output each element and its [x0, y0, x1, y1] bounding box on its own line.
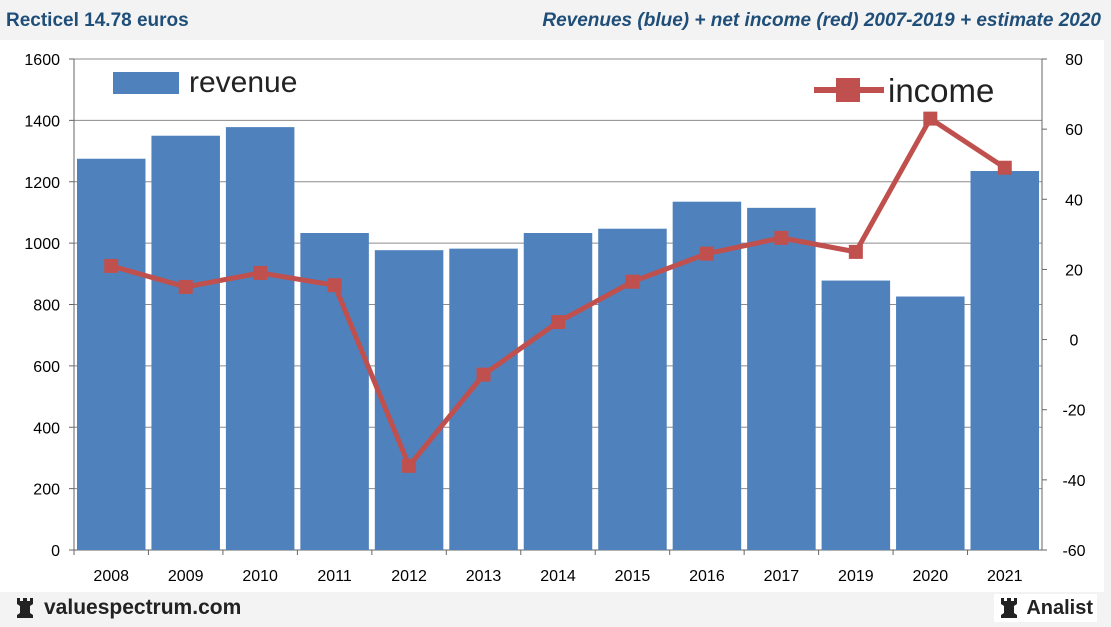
income-marker — [327, 278, 342, 293]
legend-revenue-swatch — [113, 72, 179, 94]
x-tick-label: 2021 — [987, 568, 1023, 585]
revenue-bar — [896, 296, 965, 550]
income-marker — [625, 274, 640, 289]
income-marker — [402, 458, 417, 473]
legend-revenue-label: revenue — [189, 66, 297, 99]
left-tick-label: 1200 — [24, 175, 60, 192]
left-tick-label: 600 — [33, 359, 60, 376]
income-marker — [923, 111, 938, 126]
footer-brand: Analist — [994, 594, 1097, 622]
x-tick-label: 2017 — [764, 568, 800, 585]
right-tick-label: 60 — [1065, 122, 1083, 139]
stock-title: Recticel 14.78 euros — [6, 10, 189, 31]
x-tick-label: 2015 — [615, 568, 651, 585]
revenue-bar — [523, 232, 593, 551]
income-marker — [253, 265, 268, 280]
income-marker — [997, 160, 1012, 175]
income-marker — [848, 244, 863, 259]
legend-income-marker — [836, 78, 860, 102]
revenue-bar — [821, 280, 891, 550]
income-marker — [476, 367, 491, 382]
site-name: valuespectrum.com — [44, 596, 242, 619]
left-tick-label: 0 — [51, 543, 60, 560]
income-marker — [774, 230, 789, 245]
revenue-bar — [76, 158, 146, 550]
chess-rook-icon — [1001, 598, 1018, 618]
x-tick-label: 2020 — [913, 568, 949, 585]
right-tick-label: 20 — [1065, 262, 1083, 279]
right-tick-label: -40 — [1062, 473, 1085, 490]
x-tick-label: 2009 — [168, 568, 204, 585]
chess-rook-icon — [17, 598, 33, 618]
right-tick-label: 40 — [1065, 192, 1083, 209]
right-tick-label: -60 — [1062, 543, 1085, 560]
chart-header: Recticel 14.78 euros Revenues (blue) + n… — [0, 0, 1111, 44]
revenue-bar — [970, 171, 1040, 550]
x-tick-label: 2016 — [689, 568, 725, 585]
x-tick-label: 2013 — [466, 568, 502, 585]
x-tick-label: 2014 — [540, 568, 576, 585]
left-tick-label: 1600 — [24, 52, 60, 69]
left-tick-label: 800 — [33, 298, 60, 315]
income-marker — [699, 246, 714, 261]
brand-name: Analist — [1026, 596, 1093, 619]
footer-site: valuespectrum.com — [14, 594, 241, 622]
revenue-bar — [374, 250, 444, 551]
x-tick-label: 2019 — [838, 568, 874, 585]
chart-area: 0 200 400 600 800 1000 1200 1400 1600 -60 -40 -20 0 2… — [0, 40, 1104, 592]
income-marker — [178, 279, 193, 294]
x-tick-label: 2010 — [242, 568, 278, 585]
combo-chart: 0 200 400 600 800 1000 1200 1400 1600 -60 -40 -20 0 2… — [24, 52, 1085, 585]
income-marker — [104, 258, 119, 273]
x-tick-label: 2008 — [93, 568, 129, 585]
x-tick-label: 2012 — [391, 568, 427, 585]
left-tick-label: 1000 — [24, 236, 60, 253]
right-tick-label: 80 — [1065, 52, 1083, 69]
left-tick-label: 1400 — [24, 113, 60, 130]
revenue-bar — [449, 248, 518, 550]
income-marker — [551, 315, 565, 330]
legend-income-label: income — [888, 72, 994, 109]
revenue-bar — [747, 207, 816, 550]
right-tick-label: 0 — [1070, 333, 1079, 350]
revenue-bar — [225, 127, 295, 550]
right-tick-label: -20 — [1062, 403, 1085, 420]
chart-title: Revenues (blue) + net income (red) 2007-… — [542, 10, 1101, 31]
x-tick-label: 2011 — [317, 568, 352, 585]
left-tick-label: 200 — [33, 482, 60, 499]
left-tick-label: 400 — [33, 420, 60, 437]
revenue-bar — [151, 135, 220, 550]
